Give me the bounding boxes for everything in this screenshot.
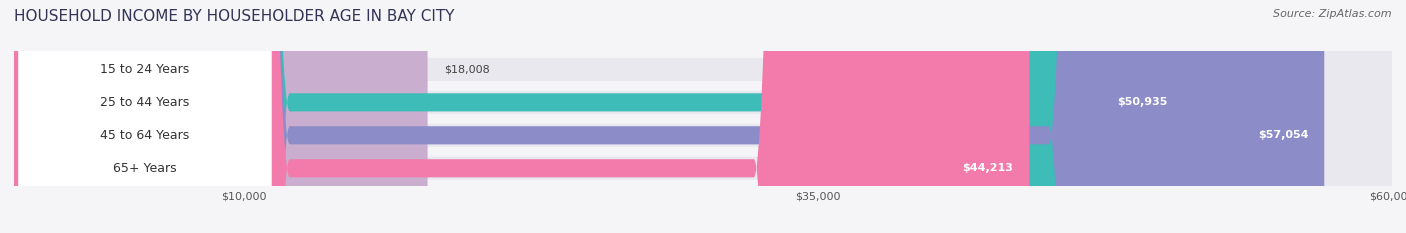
FancyBboxPatch shape xyxy=(14,0,1392,233)
FancyBboxPatch shape xyxy=(14,0,427,233)
FancyBboxPatch shape xyxy=(14,0,1184,233)
Text: $18,008: $18,008 xyxy=(444,64,489,74)
FancyBboxPatch shape xyxy=(14,0,1392,233)
Text: $44,213: $44,213 xyxy=(963,163,1014,173)
FancyBboxPatch shape xyxy=(18,0,271,233)
Text: $57,054: $57,054 xyxy=(1258,130,1308,140)
FancyBboxPatch shape xyxy=(14,0,1029,233)
Text: 25 to 44 Years: 25 to 44 Years xyxy=(100,96,190,109)
Text: Source: ZipAtlas.com: Source: ZipAtlas.com xyxy=(1274,9,1392,19)
FancyBboxPatch shape xyxy=(18,0,271,233)
Text: HOUSEHOLD INCOME BY HOUSEHOLDER AGE IN BAY CITY: HOUSEHOLD INCOME BY HOUSEHOLDER AGE IN B… xyxy=(14,9,454,24)
Text: $50,935: $50,935 xyxy=(1118,97,1168,107)
Text: 45 to 64 Years: 45 to 64 Years xyxy=(100,129,190,142)
FancyBboxPatch shape xyxy=(18,0,271,233)
Text: 65+ Years: 65+ Years xyxy=(112,162,177,175)
FancyBboxPatch shape xyxy=(14,0,1324,233)
Text: 15 to 24 Years: 15 to 24 Years xyxy=(100,63,190,76)
FancyBboxPatch shape xyxy=(14,0,1392,233)
FancyBboxPatch shape xyxy=(14,0,1392,233)
FancyBboxPatch shape xyxy=(18,0,271,233)
